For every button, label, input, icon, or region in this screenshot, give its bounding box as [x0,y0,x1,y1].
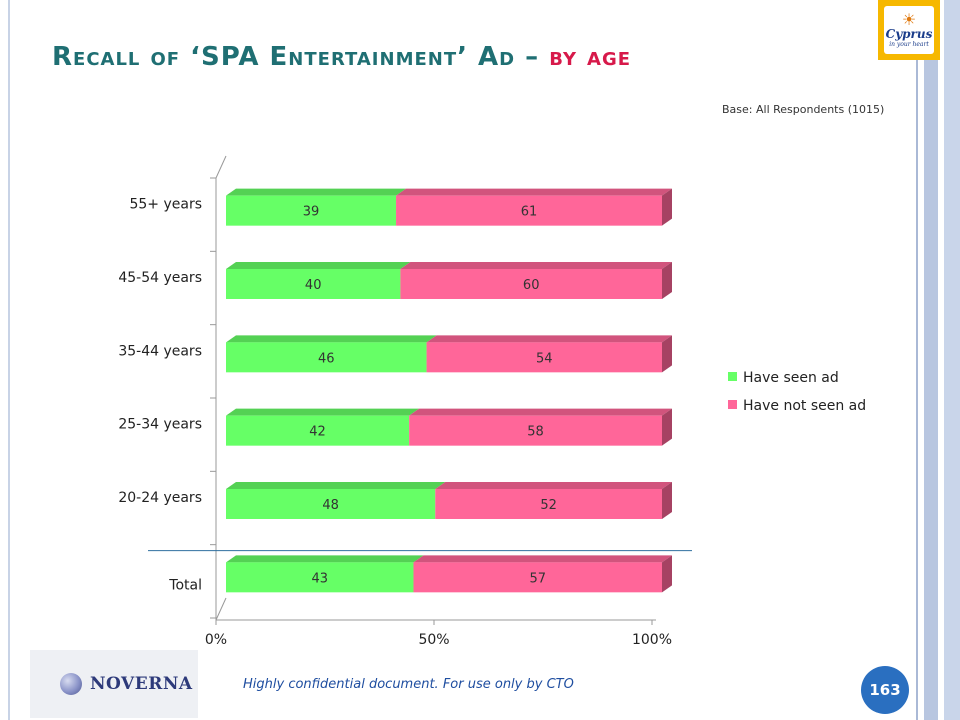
noverna-logo-word: NOVERNA [90,674,193,694]
cyprus-logo-tagline: in your heart [889,41,929,48]
axis-depth-bottom [215,597,227,621]
cyprus-logo-badge: ☀ Cyprus in your heart [884,6,934,54]
data-label: 52 [540,498,557,513]
data-label: 48 [322,498,339,513]
category-tick-label: 55+ years [129,197,202,213]
category-tick-label: Total [168,577,202,593]
bar-top-face [426,335,672,343]
bar-top-face [226,262,411,269]
legend-label: Have not seen ad [743,398,866,414]
bar-segment [226,195,397,226]
data-label: 60 [523,278,540,293]
bar-segment [226,489,436,519]
bar-segment [226,269,401,299]
legend-label: Have seen ad [743,370,839,386]
bar-side-face [662,262,672,299]
bar-top-face [396,188,672,196]
data-label: 40 [305,278,322,293]
bar-side-face [662,555,672,593]
noverna-logo: NOVERNA [30,650,198,718]
page-number-badge: 163 [861,666,909,714]
bar-side-face [662,335,672,373]
legend-swatch [728,400,737,409]
bar-segment [400,269,662,299]
slide-title-main: Recall of ‘SPA Entertainment’ Ad – [52,42,540,72]
legend-swatch [728,372,737,381]
bar-top-face [226,555,424,563]
cyprus-logo-word: Cyprus [885,27,933,41]
category-tick-label: 35-44 years [118,343,202,359]
frame-left-rule [8,0,10,720]
bar-top-face [413,555,672,563]
x-tick-label: 100% [632,632,672,648]
axis-depth-top [215,155,227,179]
frame-right-rule [916,0,918,720]
data-label: 39 [303,205,320,220]
bar-top-face [226,335,437,343]
frame-right-band [924,0,938,720]
bar-top-face [400,262,672,269]
bar-top-face [409,408,672,416]
data-label: 61 [521,205,538,220]
bar-segment [226,562,414,593]
bar-top-face [226,408,420,416]
base-note: Base: All Respondents (1015) [722,103,885,116]
x-tick-label: 0% [205,632,227,648]
bar-side-face [662,482,672,519]
bar-segment [226,415,410,446]
bar-segment [426,342,662,373]
data-label: 54 [536,351,553,366]
category-tick-label: 20-24 years [118,490,202,506]
bar-segment [409,415,662,446]
confidential-note: Highly confidential document. For use on… [243,677,574,692]
bar-side-face [662,188,672,226]
slide-title-accent: by age [549,42,632,72]
bar-top-face [226,188,407,196]
data-label: 43 [311,571,328,586]
frame-right-band-outer [944,0,960,720]
data-label: 57 [529,571,546,586]
data-label: 42 [309,425,326,440]
sun-figure-icon: ☀ [901,10,917,29]
bar-segment [396,195,662,226]
category-tick-label: 25-34 years [118,417,202,433]
bar-segment [435,489,662,519]
bar-segment [413,562,662,593]
slide-title: Recall of ‘SPA Entertainment’ Ad – by ag… [52,42,631,72]
bar-top-face [435,482,672,489]
bar-segment [226,342,427,373]
x-tick-label: 50% [418,632,449,648]
data-label: 58 [527,425,544,440]
category-tick-label: 45-54 years [118,270,202,286]
cyprus-logo: ☀ Cyprus in your heart [878,0,940,60]
data-label: 46 [318,351,335,366]
globe-icon [60,673,82,695]
bar-top-face [226,482,446,489]
bar-side-face [662,408,672,446]
